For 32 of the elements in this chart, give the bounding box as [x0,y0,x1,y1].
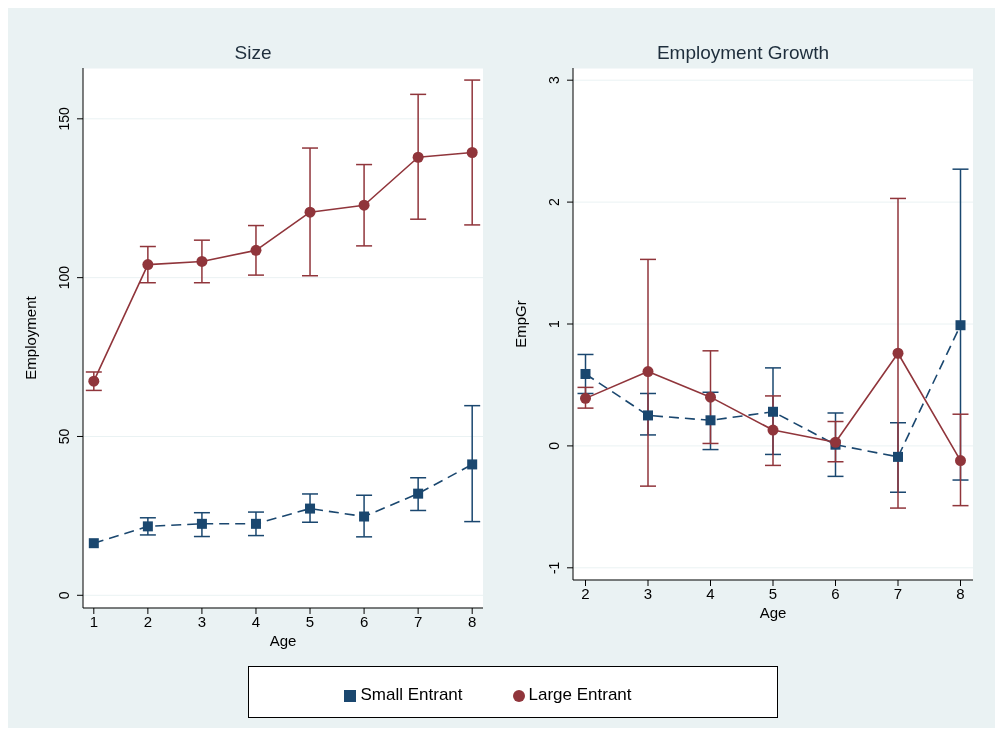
chart-title: Size [233,41,273,65]
x-tick-label: 3 [643,584,653,602]
x-tick-label: 2 [581,584,590,602]
x-tick-label: 7 [413,612,423,630]
y-tick-label: 0 [56,591,72,600]
x-axis-title: Age [759,604,787,621]
y-axis-title: Employment [22,295,40,380]
x-tick-label: 5 [305,612,315,630]
y-axis-title: EmpGr [512,300,530,348]
y-tick-label: 0 [546,441,562,450]
x-tick-label: 6 [359,612,369,630]
y-tick-label: 50 [56,428,72,445]
x-tick-label: 3 [197,612,207,630]
x-tick-label: 5 [768,584,778,602]
x-tick-label: 8 [468,612,477,630]
x-tick-label: 4 [706,584,715,602]
chart-title: Employment Growth [655,41,831,65]
x-tick-label: 1 [89,612,98,630]
x-tick-label: 7 [893,584,903,602]
y-tick-label: 2 [546,197,562,206]
y-tick-label: -1 [546,561,562,575]
legend-label: Small Entrant [360,685,463,704]
x-tick-label: 6 [831,584,840,602]
y-tick-label: 150 [56,106,72,131]
y-tick-label: 1 [546,319,562,328]
legend-label: Large Entrant [528,685,632,704]
x-tick-label: 4 [251,612,261,630]
y-tick-label: 3 [546,76,562,85]
x-tick-label: 2 [143,612,153,630]
y-tick-label: 100 [56,265,72,290]
x-tick-label: 8 [956,584,965,602]
x-axis-title: Age [269,632,297,649]
